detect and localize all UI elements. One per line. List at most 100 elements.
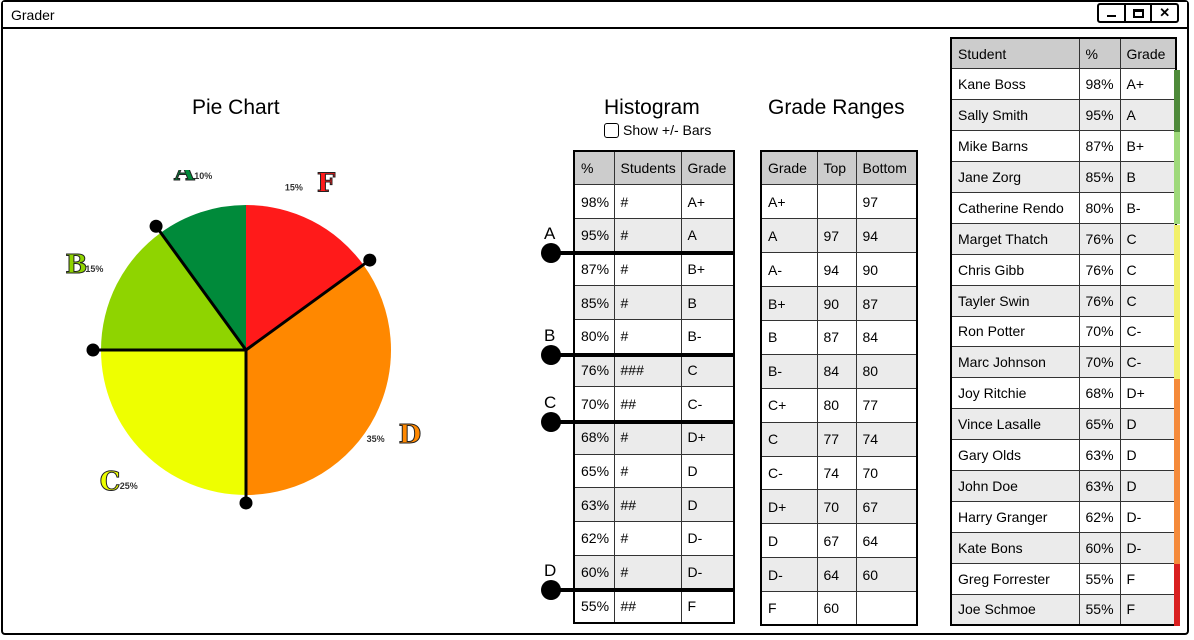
table-row[interactable]: 65% # D: [573, 453, 735, 489]
pie-handle[interactable]: [86, 343, 100, 357]
table-row[interactable]: Joe Schmoe 55% F: [950, 593, 1177, 626]
col-header-grade: Grade: [680, 150, 735, 186]
cutoff-handle[interactable]: [541, 411, 561, 432]
table-row[interactable]: C- 74 70: [760, 455, 918, 491]
table-row[interactable]: Harry Granger 62% D-: [950, 500, 1177, 533]
table-row[interactable]: D 67 64: [760, 523, 918, 559]
checkbox-box[interactable]: [604, 122, 619, 138]
grade-cell: F: [1119, 562, 1177, 595]
table-row[interactable]: 85% # B: [573, 285, 735, 320]
table-row[interactable]: Kate Bons 60% D-: [950, 531, 1177, 564]
pie-handle[interactable]: [149, 219, 163, 233]
students-cell: ##: [613, 386, 682, 421]
pct-cell: 80%: [1078, 191, 1121, 224]
table-row[interactable]: 60% # D-: [573, 554, 735, 590]
table-row[interactable]: A- 94 90: [760, 252, 918, 288]
pie-slice-A[interactable]: [160, 205, 246, 350]
cutoff-line[interactable]: [548, 419, 733, 424]
table-row[interactable]: B- 84 80: [760, 353, 918, 389]
table-row[interactable]: Tayler Swin 76% C: [950, 284, 1177, 317]
table-row[interactable]: Chris Gibb 76% C: [950, 253, 1177, 286]
bottom-cell: 87: [855, 286, 918, 321]
pct-cell: 70%: [1078, 346, 1121, 379]
table-row[interactable]: Greg Forrester 55% F: [950, 562, 1177, 595]
pie-handle[interactable]: [363, 253, 377, 267]
table-row[interactable]: C+ 80 77: [760, 387, 918, 423]
pie-slice-B[interactable]: [101, 232, 246, 350]
cutoff-line[interactable]: [548, 251, 733, 256]
grade-cell: C: [680, 352, 735, 388]
table-row[interactable]: John Doe 63% D: [950, 469, 1177, 502]
pie-slice-D[interactable]: [246, 264, 392, 495]
students-cell: #: [613, 285, 682, 320]
table-row[interactable]: A+ 97: [760, 184, 918, 220]
grade-cell: B: [680, 285, 735, 320]
bottom-cell: 80: [855, 353, 918, 389]
students-cell: #: [613, 554, 682, 590]
pie-handle[interactable]: [239, 496, 253, 510]
grade-cell: C: [1119, 284, 1177, 317]
table-row[interactable]: Vince Lasalle 65% D: [950, 408, 1177, 441]
show-bars-label: Show +/- Bars: [623, 122, 712, 138]
table-row[interactable]: 62% # D-: [573, 521, 735, 556]
pct-cell: 76%: [573, 352, 615, 388]
close-button[interactable]: ✕: [1152, 5, 1177, 21]
cutoff-handle[interactable]: [541, 580, 561, 601]
histogram-heading: Histogram: [604, 96, 700, 119]
cutoff-label: B: [544, 325, 556, 345]
top-cell: 64: [816, 557, 857, 593]
student-name-cell: Catherine Rendo: [950, 191, 1080, 224]
grade-color-bar: [1174, 131, 1180, 225]
cutoff-handle[interactable]: [541, 344, 561, 365]
table-row[interactable]: 70% ## C-: [573, 386, 735, 421]
maximize-button[interactable]: [1126, 5, 1153, 21]
bottom-cell: [855, 591, 918, 626]
table-row[interactable]: Mike Barns 87% B+: [950, 130, 1177, 163]
table-row[interactable]: Gary Olds 63% D: [950, 439, 1177, 471]
table-row[interactable]: D- 64 60: [760, 557, 918, 593]
show-bars-checkbox[interactable]: Show +/- Bars: [604, 122, 711, 138]
table-row[interactable]: Jane Zorg 85% B: [950, 161, 1177, 193]
table-row[interactable]: Catherine Rendo 80% B-: [950, 191, 1177, 224]
table-row[interactable]: Marget Thatch 76% C: [950, 222, 1177, 255]
table-row[interactable]: C 77 74: [760, 421, 918, 457]
pie-divider-line[interactable]: [245, 258, 371, 352]
pie-pct-label: 15%: [85, 264, 103, 274]
table-row[interactable]: 76% ### C: [573, 352, 735, 388]
table-row[interactable]: 95% # A: [573, 217, 735, 253]
table-row[interactable]: 80% # B-: [573, 318, 735, 354]
pie-slice-F[interactable]: [246, 205, 364, 350]
cutoff-handle[interactable]: [541, 243, 561, 264]
minimize-button[interactable]: [1099, 5, 1126, 21]
pct-cell: 76%: [1078, 222, 1121, 255]
cutoff-line[interactable]: [548, 352, 733, 357]
table-row[interactable]: B 87 84: [760, 319, 918, 355]
pie-divider-line[interactable]: [154, 225, 248, 351]
table-row[interactable]: 98% # A+: [573, 184, 735, 219]
table-row[interactable]: Ron Potter 70% C-: [950, 315, 1177, 348]
table-row[interactable]: F 60: [760, 591, 918, 626]
table-row[interactable]: Joy Ritchie 68% D+: [950, 377, 1177, 410]
pct-cell: 98%: [1078, 68, 1121, 101]
pct-cell: 85%: [1078, 161, 1121, 193]
grade-cell: A+: [680, 184, 735, 219]
table-row[interactable]: 55% ## F: [573, 588, 735, 624]
top-cell: 87: [816, 319, 857, 355]
top-cell: 80: [816, 387, 857, 423]
grade-cell: B-: [760, 353, 818, 389]
table-row[interactable]: Sally Smith 95% A: [950, 99, 1177, 132]
table-row[interactable]: Kane Boss 98% A+: [950, 68, 1177, 101]
table-row[interactable]: 68% # D+: [573, 420, 735, 455]
table-row[interactable]: D+ 70 67: [760, 489, 918, 525]
table-row[interactable]: 87% # B+: [573, 251, 735, 287]
grade-cell: B-: [1119, 191, 1177, 224]
cutoff-line[interactable]: [548, 588, 733, 593]
grade-cell: D-: [1119, 531, 1177, 564]
table-row[interactable]: 63% ## D: [573, 487, 735, 523]
table-row[interactable]: Marc Johnson 70% C-: [950, 346, 1177, 379]
pie-slice-C[interactable]: [101, 350, 246, 495]
table-row[interactable]: B+ 90 87: [760, 286, 918, 321]
pie-grade-label: A: [173, 170, 195, 187]
table-row[interactable]: A 97 94: [760, 218, 918, 254]
minimize-icon: [1106, 15, 1116, 17]
